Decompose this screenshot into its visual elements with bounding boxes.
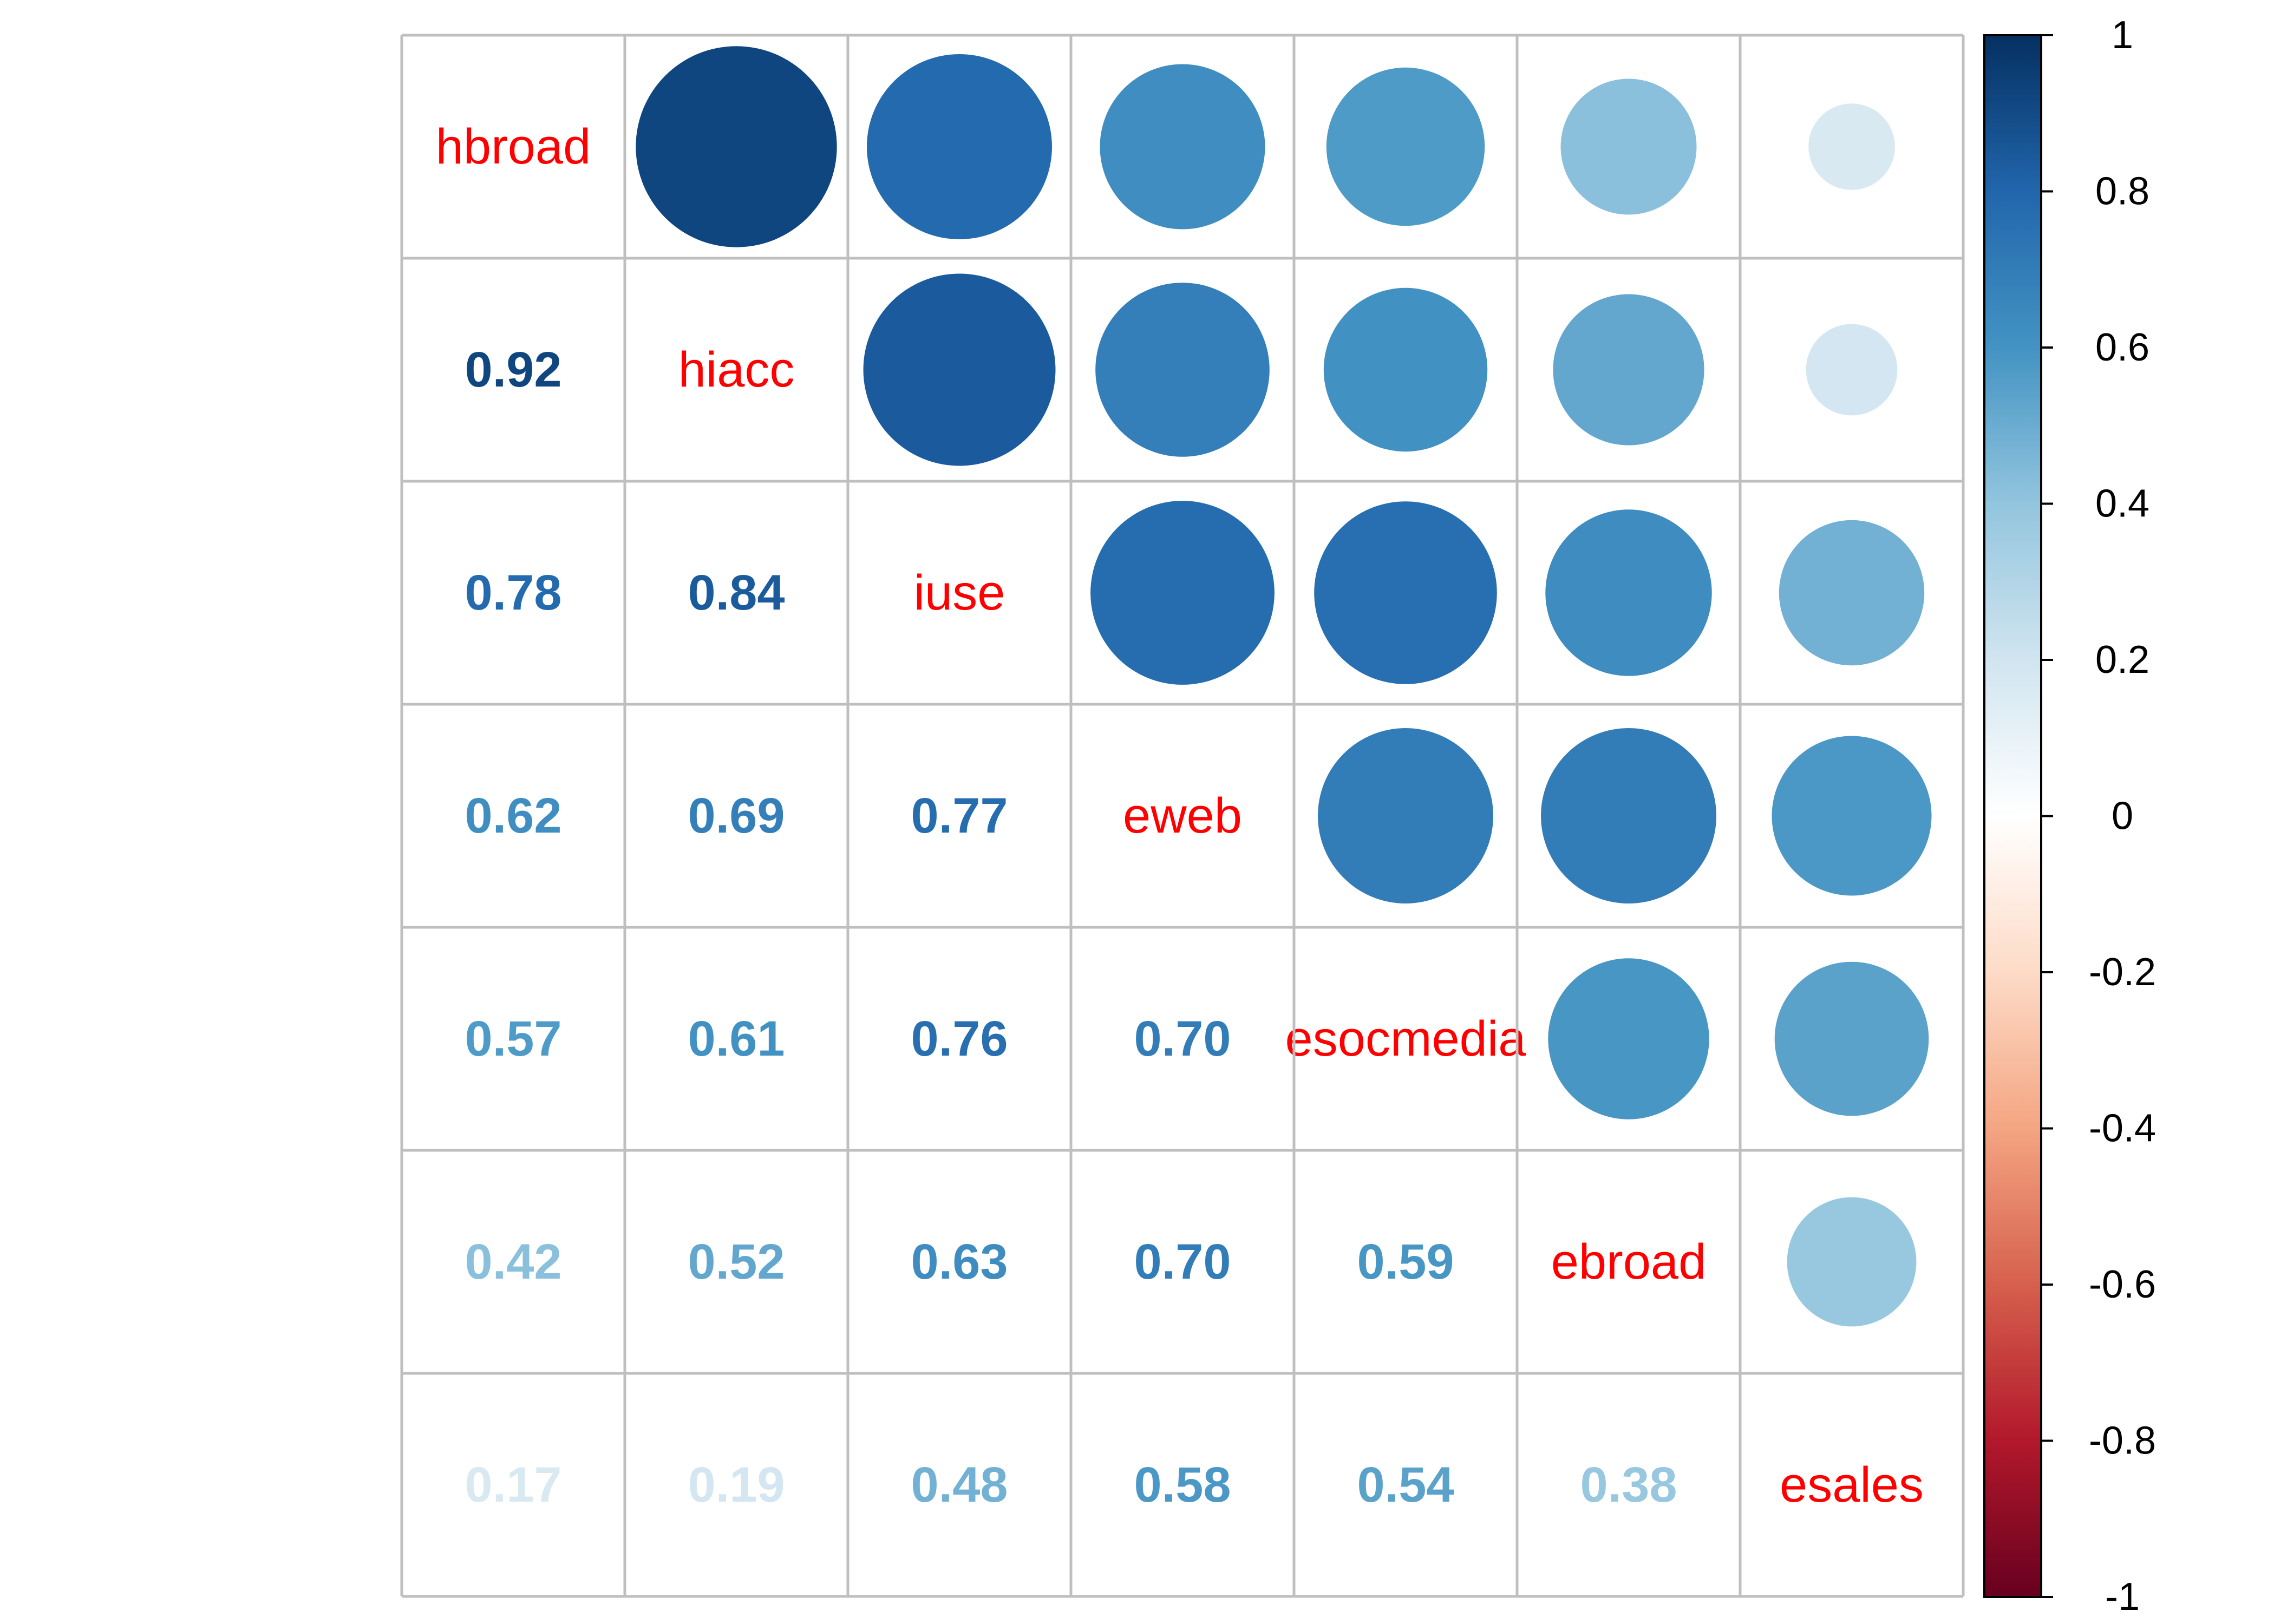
coefficient-label: 0.17 — [465, 1457, 561, 1512]
correlation-circle — [1548, 958, 1709, 1119]
diagonal-label-hiacc: hiacc — [678, 342, 795, 397]
colorbar-tick-label: -0.8 — [2089, 1419, 2156, 1463]
coefficient-label: 0.70 — [1134, 1234, 1231, 1289]
diagonal-label-esales: esales — [1780, 1457, 1924, 1512]
coefficient-label: 0.19 — [688, 1457, 785, 1512]
colorbar-tick-label: 0 — [2112, 795, 2133, 838]
colorbar-gradient — [1983, 34, 2042, 1598]
correlation-circle — [636, 46, 837, 247]
colorbar-tick-label: 0.8 — [2095, 170, 2149, 213]
correlation-circle — [1100, 64, 1265, 230]
correlation-circle — [1806, 324, 1898, 416]
correlation-circle — [1774, 961, 1929, 1116]
correlation-circle — [867, 54, 1052, 239]
coefficient-label: 0.78 — [465, 565, 561, 620]
coefficient-label: 0.77 — [911, 788, 1008, 843]
colorbar-tick-label: 0.6 — [2095, 326, 2149, 369]
coefficient-label: 0.63 — [911, 1234, 1008, 1289]
coefficient-label: 0.76 — [911, 1011, 1008, 1066]
correlation-circle — [1772, 736, 1932, 896]
matrix-grid — [400, 34, 1965, 1598]
correlation-circle — [1323, 287, 1488, 452]
correlation-circle — [1541, 728, 1716, 903]
correlation-circle — [1787, 1197, 1917, 1327]
coefficient-label: 0.70 — [1134, 1011, 1231, 1066]
correlation-circle — [1560, 78, 1697, 215]
correlation-circle — [1318, 728, 1493, 903]
coefficient-label: 0.48 — [911, 1457, 1008, 1512]
colorbar-tick-label: 0.2 — [2095, 638, 2149, 682]
coefficient-label: 0.69 — [688, 788, 785, 843]
correlation-circle — [1545, 509, 1712, 676]
correlation-circle — [1808, 103, 1895, 190]
coefficient-label: 0.42 — [465, 1234, 561, 1289]
coefficient-label: 0.61 — [688, 1011, 785, 1066]
diagonal-label-eweb: eweb — [1123, 788, 1242, 843]
coefficient-label: 0.38 — [1580, 1457, 1677, 1512]
colorbar-tick-label: -0.6 — [2089, 1263, 2156, 1306]
correlation-circle — [1090, 501, 1275, 685]
coefficient-label: 0.62 — [465, 788, 561, 843]
correlation-circle — [1095, 283, 1270, 457]
colorbar-tick-label: 0.4 — [2095, 482, 2149, 526]
colorbar-tick-label: -1 — [2105, 1575, 2140, 1619]
coefficient-label: 0.54 — [1357, 1457, 1454, 1512]
coefficient-label: 0.92 — [465, 342, 561, 397]
colorbar-tick-label: -0.4 — [2089, 1107, 2156, 1150]
diagonal-label-ebroad: ebroad — [1551, 1234, 1706, 1289]
matrix-cells: hbroad 0.92 hiacc 0.78 0.84 iuse 0.62 0.69 0.77 e… — [436, 46, 1932, 1512]
correlation-circle — [863, 273, 1056, 466]
coefficient-label: 0.59 — [1357, 1234, 1454, 1289]
correlation-circle — [1779, 520, 1925, 666]
coefficient-label: 0.57 — [465, 1011, 561, 1066]
diagonal-label-esocmedia: esocmedia — [1285, 1011, 1527, 1066]
coefficient-label: 0.84 — [688, 565, 785, 620]
coefficient-label: 0.52 — [688, 1234, 785, 1289]
correlation-circle — [1314, 501, 1497, 684]
diagonal-label-hbroad: hbroad — [436, 119, 591, 174]
colorbar: -1 -0.8 -0.6 -0.4 -0.2 0 0.2 0.4 0.6 0.8 1 — [1983, 14, 2156, 1619]
correlation-circle — [1326, 67, 1485, 226]
coefficient-label: 0.58 — [1134, 1457, 1231, 1512]
colorbar-tick-label: 1 — [2112, 14, 2133, 57]
diagonal-label-iuse: iuse — [914, 565, 1005, 620]
correlation-circle — [1553, 294, 1704, 446]
colorbar-tick-label: -0.2 — [2089, 951, 2156, 994]
